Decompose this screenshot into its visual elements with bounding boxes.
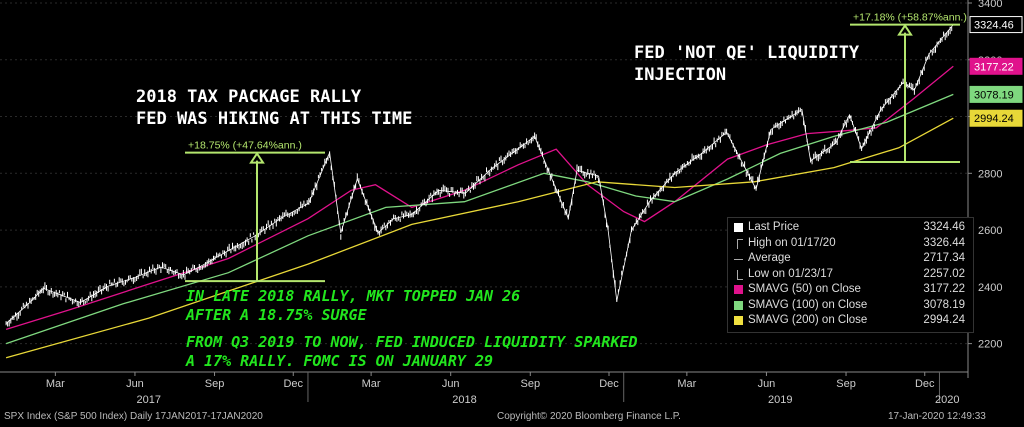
rally-2018-label: +18.75% (+47.64%ann.) xyxy=(188,140,302,152)
price-series xyxy=(5,24,954,327)
legend-value: 3324.46 xyxy=(923,221,965,233)
x-tick-label: Jun xyxy=(442,378,460,390)
legend-label: Last Price xyxy=(748,221,800,233)
sma50-tag: 3177.22 xyxy=(974,61,1014,73)
legend-row: SMAVG (100) on Close 3078.19 xyxy=(732,299,969,314)
x-axis: Mar Jun Sep Dec Mar Jun Sep Dec Mar Jun Sep Dec 2017… xyxy=(0,371,968,406)
x-year-label: 2020 xyxy=(935,394,959,406)
late-2018-annotation: IN LATE 2018 RALLY, MKT TOPPED JAN 26 AF… xyxy=(186,287,521,324)
x-tick-label: Dec xyxy=(915,378,935,390)
footer-copyright: Copyright© 2020 Bloomberg Finance L.P. xyxy=(497,411,681,422)
legend-label: High on 01/17/20 xyxy=(748,236,836,249)
y-tick-label: 2800 xyxy=(978,168,1002,180)
legend-row: Last Price 3324.46 xyxy=(732,221,969,236)
sma50-tag-box xyxy=(969,57,1023,75)
x-tick-label: Jun xyxy=(758,378,776,390)
legend-label: SMAVG (50) on Close xyxy=(748,283,861,295)
y-tick-label: 2400 xyxy=(978,282,1002,294)
legend-value: 2257.02 xyxy=(923,267,965,280)
y-tick-label: 2200 xyxy=(978,339,1002,351)
legend-value: 3177.22 xyxy=(923,283,965,295)
right-value-tags: 3324.46 3177.22 3078.19 2994.24 xyxy=(969,16,1023,127)
legend-swatch xyxy=(737,238,743,249)
x-tick-label: Mar xyxy=(677,378,696,390)
last-price-tag-box xyxy=(969,16,1023,34)
legend-value: 3326.44 xyxy=(923,236,965,249)
legend-row: SMAVG (200) on Close 2994.24 xyxy=(732,314,969,329)
legend-value: 3078.19 xyxy=(923,298,965,311)
sma50-line xyxy=(5,65,954,331)
x-year-label: 2017 xyxy=(137,394,161,406)
rally-marks: +18.75% (+47.64%ann.) +17.18% (+58.87%ann… xyxy=(185,12,967,283)
legend-label: Low on 01/23/17 xyxy=(748,267,834,280)
sma200-tag: 2994.24 xyxy=(974,113,1014,125)
x-tick-label: Jun xyxy=(126,378,144,390)
q3-2019-annotation: FROM Q3 2019 TO NOW, FED INDUCED LIQUIDI… xyxy=(186,333,638,370)
rally-2018-arrowhead xyxy=(249,151,265,164)
legend-label: SMAVG (100) on Close xyxy=(748,298,868,311)
tax-rally-annotation: 2018 TAX PACKAGE RALLY FED WAS HIKING AT… xyxy=(136,87,413,129)
y-tick-label: 3400 xyxy=(978,0,1002,10)
legend-row: High on 01/17/20 3326.44 xyxy=(732,237,969,252)
legend-swatch xyxy=(734,259,743,260)
x-year-label: 2018 xyxy=(452,394,476,406)
chart-legend: Last Price 3324.46 High on 01/17/20 3326.44… xyxy=(727,217,974,333)
sma100-tag-box xyxy=(969,85,1023,103)
fed-injection-annotation: FED 'NOT QE' LIQUIDITY INJECTION xyxy=(634,43,860,85)
x-tick-label: Mar xyxy=(46,378,65,390)
x-tick-label: Sep xyxy=(520,378,540,390)
x-tick-label: Mar xyxy=(362,378,381,390)
legend-swatch xyxy=(737,269,743,280)
series-lines xyxy=(5,24,954,359)
x-tick-label: Sep xyxy=(836,378,856,390)
legend-label: Average xyxy=(748,252,791,264)
last-price-tag: 3324.46 xyxy=(974,20,1014,32)
legend-value: 2994.24 xyxy=(923,314,965,326)
legend-row: SMAVG (50) on Close 3177.22 xyxy=(732,283,969,298)
sma100-tag: 3078.19 xyxy=(974,89,1014,101)
rally-2019-arrowhead xyxy=(897,23,913,36)
legend-label: SMAVG (200) on Close xyxy=(748,314,868,326)
rally-2019-label: +17.18% (+58.87%ann.) xyxy=(853,12,967,24)
legend-row: Average 2717.34 xyxy=(732,252,969,267)
legend-value: 2717.34 xyxy=(923,252,965,264)
footer-ticker: SPX Index (S&P 500 Index) Daily 17JAN201… xyxy=(4,411,263,422)
price-line xyxy=(5,24,954,324)
legend-swatch xyxy=(734,300,743,310)
x-tick-label: Dec xyxy=(599,378,619,390)
sma200-tag-box xyxy=(969,109,1023,127)
x-tick-label: Dec xyxy=(283,378,303,390)
legend-row: Low on 01/23/17 2257.02 xyxy=(732,268,969,283)
x-year-label: 2019 xyxy=(768,394,792,406)
legend-swatch xyxy=(734,223,743,232)
sma100-line xyxy=(5,93,954,345)
legend-swatch xyxy=(734,285,743,294)
x-tick-label: Sep xyxy=(205,378,225,390)
legend-swatch xyxy=(734,316,743,325)
y-tick-label: 2600 xyxy=(978,225,1002,237)
footer-timestamp: 17-Jan-2020 12:49:33 xyxy=(888,411,986,422)
